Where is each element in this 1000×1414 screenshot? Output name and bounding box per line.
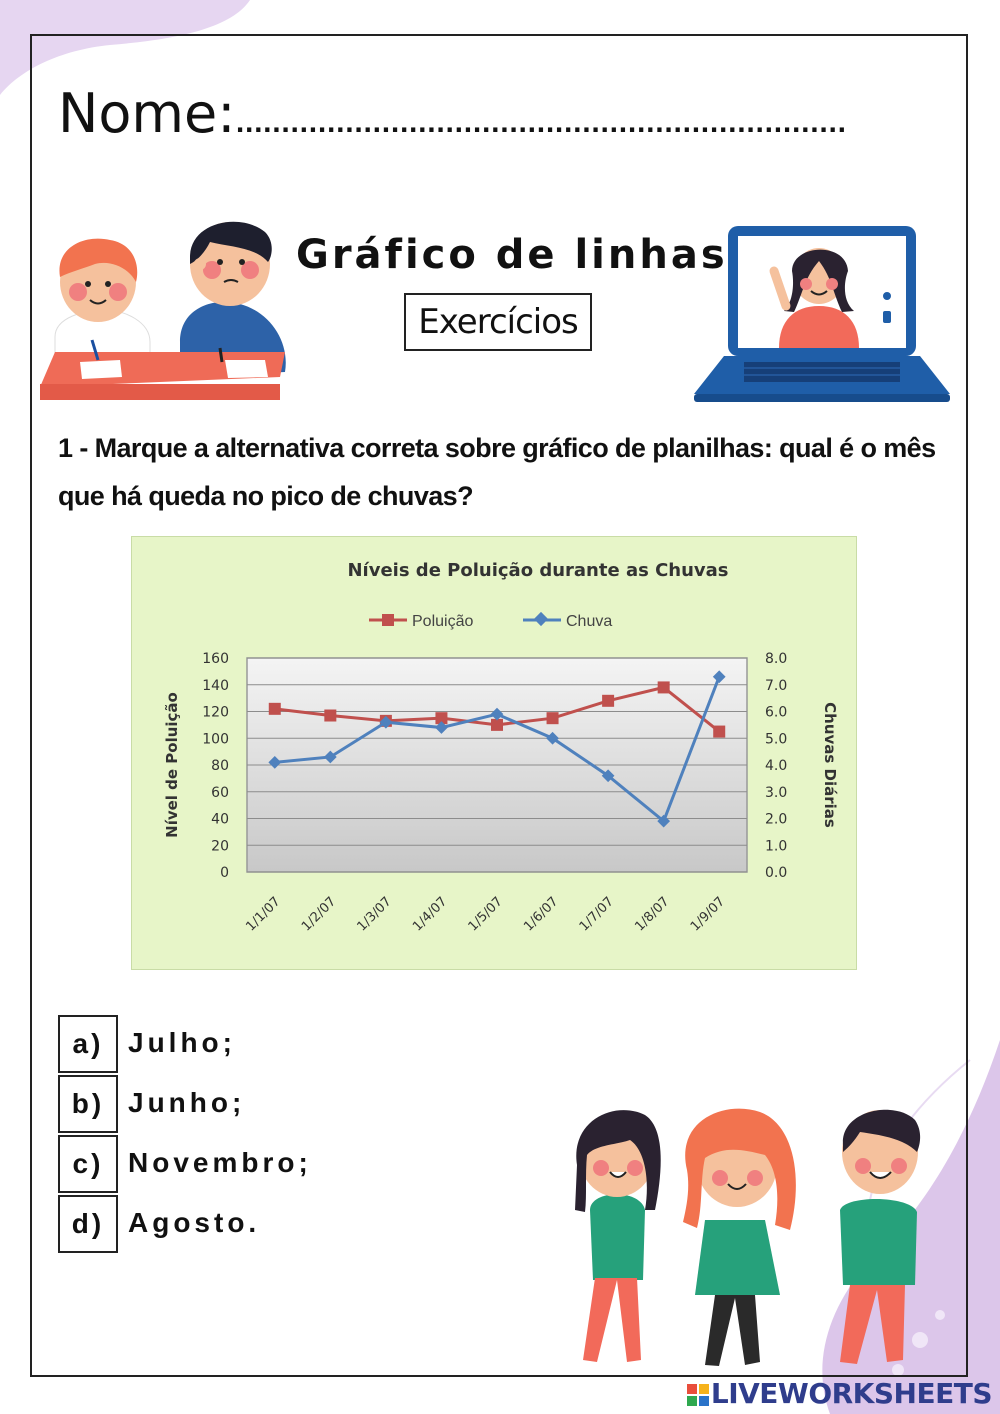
option-c-letter: c)	[72, 1148, 104, 1179]
name-field[interactable]: Nome:...................................…	[58, 82, 846, 145]
data-point	[491, 718, 503, 731]
liveworksheets-watermark: LIVEWORKSHEETS	[686, 1377, 993, 1410]
y-axis-label: Nível de Poluição	[163, 692, 181, 838]
kids-walking-illustration	[575, 1108, 921, 1366]
data-point	[490, 707, 504, 721]
data-point	[546, 712, 559, 725]
chart-svg: Níveis de Poluição durante as Chuvas Pol…	[130, 535, 858, 971]
legend-label-polucao: Poluição	[412, 613, 473, 630]
liveworksheets-logo-icon	[686, 1384, 709, 1406]
line-chart: Níveis de Poluição durante as Chuvas Pol…	[130, 535, 858, 971]
y2-tick-label: 1.0	[765, 838, 787, 854]
page-title: Gráfico de linhas	[296, 232, 728, 278]
data-point	[268, 702, 281, 715]
y-tick-label: 80	[211, 758, 229, 774]
data-point	[601, 769, 615, 783]
data-point	[379, 715, 393, 729]
y2-tick-label: 8.0	[765, 651, 787, 667]
y2-tick-label: 7.0	[765, 678, 787, 694]
top-left-blob	[0, 0, 250, 95]
option-a-letter: a)	[72, 1028, 104, 1059]
option-d-box[interactable]: d)	[58, 1195, 118, 1253]
y-tick-label: 160	[202, 651, 229, 667]
y-tick-label: 140	[202, 678, 229, 694]
option-a-box[interactable]: a)	[58, 1015, 118, 1073]
option-a-text[interactable]: Julho;	[128, 1027, 236, 1058]
worksheet-frame	[30, 34, 968, 1377]
y2-tick-label: 3.0	[765, 785, 787, 801]
option-c-text[interactable]: Novembro;	[128, 1147, 312, 1178]
y2-tick-label: 6.0	[765, 705, 787, 721]
y-tick-label: 0	[220, 865, 229, 881]
option-d-text[interactable]: Agosto.	[128, 1207, 261, 1238]
y-tick-label: 60	[211, 785, 229, 801]
legend-marker-chuva	[533, 611, 549, 627]
y-tick-label: 40	[211, 812, 229, 828]
subtitle-box: Exercícios	[404, 293, 592, 351]
option-b-box[interactable]: b)	[58, 1075, 118, 1133]
y2-axis-label: Chuvas Diárias	[821, 702, 839, 828]
chart-legend: Poluição Chuva	[369, 611, 612, 630]
data-point	[323, 750, 337, 764]
data-point	[435, 721, 448, 734]
data-point	[713, 725, 726, 738]
legend-marker-polucao	[382, 614, 394, 626]
watermark-text: LIVEWORKSHEETS	[710, 1377, 993, 1410]
option-b-letter: b)	[71, 1088, 105, 1119]
y-tick-label: 120	[202, 705, 229, 721]
subtitle: Exercícios	[418, 302, 579, 342]
legend-label-chuva: Chuva	[566, 613, 612, 630]
question-text: 1 - Marque a alternativa correta sobre g…	[58, 433, 936, 511]
chart-title: Níveis de Poluição durante as Chuvas	[347, 560, 728, 581]
laptop-illustration	[694, 226, 950, 402]
name-label: Nome:	[58, 82, 236, 145]
y2-tick-label: 4.0	[765, 758, 787, 774]
data-point	[602, 694, 615, 707]
y2-tick-label: 0.0	[765, 865, 787, 881]
data-point	[268, 755, 282, 769]
option-c-box[interactable]: c)	[58, 1135, 118, 1193]
y-tick-label: 100	[202, 731, 229, 747]
kids-writing-illustration	[40, 221, 286, 400]
data-point	[657, 681, 670, 694]
data-point	[324, 709, 337, 722]
option-d-letter: d)	[71, 1208, 105, 1239]
option-b-text[interactable]: Junho;	[128, 1087, 246, 1118]
y2-tick-label: 5.0	[765, 731, 787, 747]
y2-tick-label: 2.0	[765, 812, 787, 828]
y-tick-label: 20	[211, 838, 229, 854]
data-point	[435, 712, 448, 725]
name-line[interactable]: ........................................…	[235, 110, 847, 138]
